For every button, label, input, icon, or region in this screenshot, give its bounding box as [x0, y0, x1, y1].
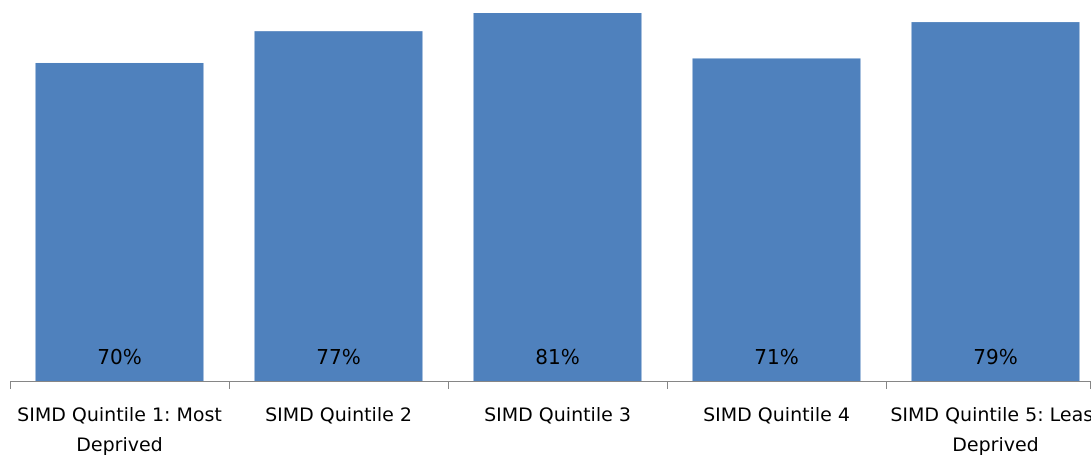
x-tick-label: SIMD Quintile 3 — [484, 404, 631, 426]
x-tick-label: SIMD Quintile 4 — [703, 404, 850, 426]
bar — [254, 31, 423, 381]
bar — [911, 22, 1080, 381]
x-tick-label: SIMD Quintile 1: Most Deprived — [17, 404, 222, 456]
value-label: 79% — [973, 345, 1017, 369]
value-label: 81% — [535, 345, 579, 369]
bar — [473, 13, 642, 381]
value-label: 70% — [97, 345, 141, 369]
value-label: 77% — [316, 345, 360, 369]
value-label: 71% — [754, 345, 798, 369]
bar — [35, 62, 204, 381]
bar — [692, 58, 861, 381]
x-tick-label: SIMD Quintile 2 — [265, 404, 412, 426]
x-tick-label: SIMD Quintile 5: Least Deprived — [890, 404, 1091, 456]
